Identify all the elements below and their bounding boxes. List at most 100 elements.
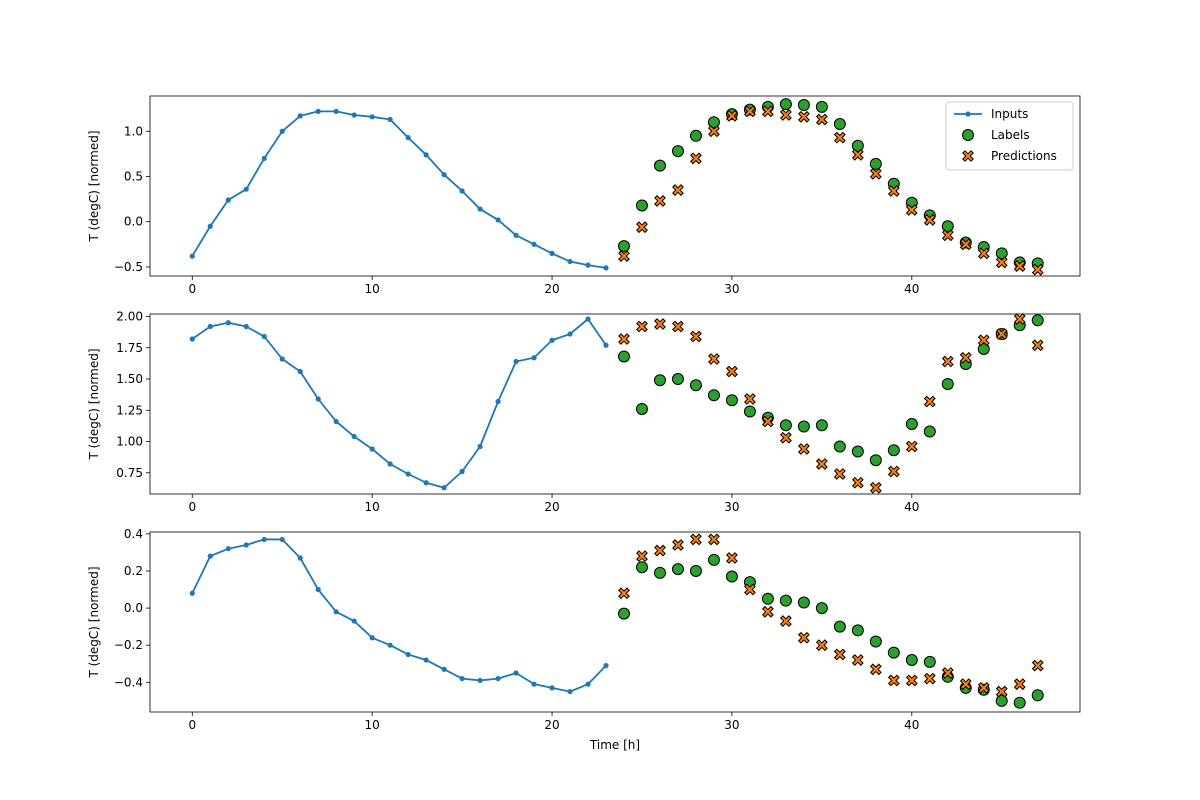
labels-point [617, 607, 630, 620]
labels-point [761, 592, 774, 605]
inputs-point [513, 670, 519, 676]
inputs-point [405, 651, 411, 658]
predictions-point [618, 587, 630, 600]
labels-point [995, 247, 1008, 260]
inputs-point [351, 433, 357, 440]
predictions-point [761, 105, 774, 118]
labels-point [923, 425, 936, 438]
inputs-point [585, 316, 591, 322]
predictions-point [887, 674, 900, 687]
predictions-point [815, 113, 828, 126]
labels-point [851, 624, 864, 637]
inputs-point [495, 398, 501, 405]
labels-point [653, 374, 666, 387]
inputs-point [279, 356, 285, 362]
predictions-point [1031, 659, 1044, 672]
labels-point [671, 373, 684, 385]
predictions-point [959, 238, 972, 251]
labels-point [779, 98, 792, 111]
predictions-point [636, 550, 648, 563]
y-tick-label: 1.25 [116, 403, 143, 417]
predictions-point [905, 674, 918, 687]
predictions-point [690, 330, 702, 343]
predictions-point [618, 333, 630, 345]
y-tick-label: 1.0 [124, 124, 143, 138]
predictions-point [797, 110, 810, 123]
predictions-point [744, 105, 756, 118]
inputs-point [567, 258, 573, 265]
inputs-point [243, 186, 249, 192]
predictions-point [941, 667, 954, 679]
inputs-point [441, 485, 447, 491]
inputs-point [369, 114, 375, 120]
inputs-point [315, 396, 321, 402]
labels-point [851, 445, 864, 458]
inputs-point [315, 586, 321, 593]
labels-point [1031, 314, 1044, 327]
predictions-point [797, 443, 810, 455]
axes-frame [149, 95, 1081, 277]
inputs-point [207, 323, 213, 330]
labels-point [905, 418, 918, 430]
predictions-point [761, 605, 774, 618]
inputs-point [513, 232, 519, 238]
inputs-point [531, 241, 537, 247]
inputs-point [207, 553, 213, 559]
inputs-point [387, 116, 393, 123]
subplot-1: 0 10 20 30 40 −0.5 0.0 0.5 1.0 T (degC) [normed] I… [87, 95, 1081, 296]
labels-point [797, 596, 810, 609]
inputs-point [549, 337, 555, 343]
inputs-point [531, 355, 537, 361]
predictions-point [654, 318, 666, 330]
inputs-point [225, 320, 231, 326]
labels-point [779, 594, 792, 607]
inputs-point [261, 333, 267, 340]
labels-point [797, 420, 810, 433]
inputs-point [531, 681, 537, 687]
subplot-2: 0 10 20 30 40 0.75 1.00 1.25 1.50 1.75 2.00 T (degC… [87, 310, 1081, 514]
inputs-point [333, 609, 339, 615]
predictions-point [887, 185, 900, 197]
inputs-point [459, 188, 465, 194]
predictions-point [1031, 339, 1044, 352]
inputs-point [297, 368, 303, 375]
x-tick-label: 10 [365, 282, 380, 296]
inputs-point [315, 108, 321, 114]
labels-point [941, 378, 954, 390]
labels-point [905, 654, 918, 667]
inputs-point [279, 536, 285, 543]
predictions-point [779, 431, 792, 444]
x-tick-label: 20 [544, 282, 559, 296]
labels-point [833, 440, 846, 453]
x-tick-label: 0 [188, 282, 196, 296]
inputs-point [333, 108, 339, 114]
labels-point [995, 694, 1008, 707]
y-tick-label: 0.4 [124, 527, 143, 541]
y-axis-label: T (degC) [normed] [87, 566, 101, 678]
inputs-point [243, 323, 249, 330]
predictions-point [905, 204, 918, 216]
labels-point [689, 129, 702, 142]
predictions-point [636, 221, 648, 234]
predictions-point [708, 533, 720, 546]
inputs-point [207, 223, 213, 229]
labels-point [869, 157, 882, 170]
y-axis-label: T (degC) [normed] [87, 130, 101, 242]
predictions-point [726, 365, 738, 378]
labels-point [653, 159, 666, 172]
inputs-point [441, 172, 447, 178]
axes-frame [149, 531, 1081, 713]
predictions-point [851, 476, 864, 489]
y-tick-label: −0.2 [114, 638, 143, 652]
x-tick-label: 10 [365, 718, 380, 732]
predictions-point [905, 440, 918, 453]
inputs-point [459, 675, 465, 682]
x-tick-label: 30 [724, 500, 739, 514]
labels-point [815, 602, 828, 615]
predictions-point [887, 465, 900, 478]
labels-point [779, 419, 792, 432]
labels-point [815, 419, 828, 432]
x-tick-label: 0 [188, 718, 196, 732]
labels-point [923, 655, 936, 668]
